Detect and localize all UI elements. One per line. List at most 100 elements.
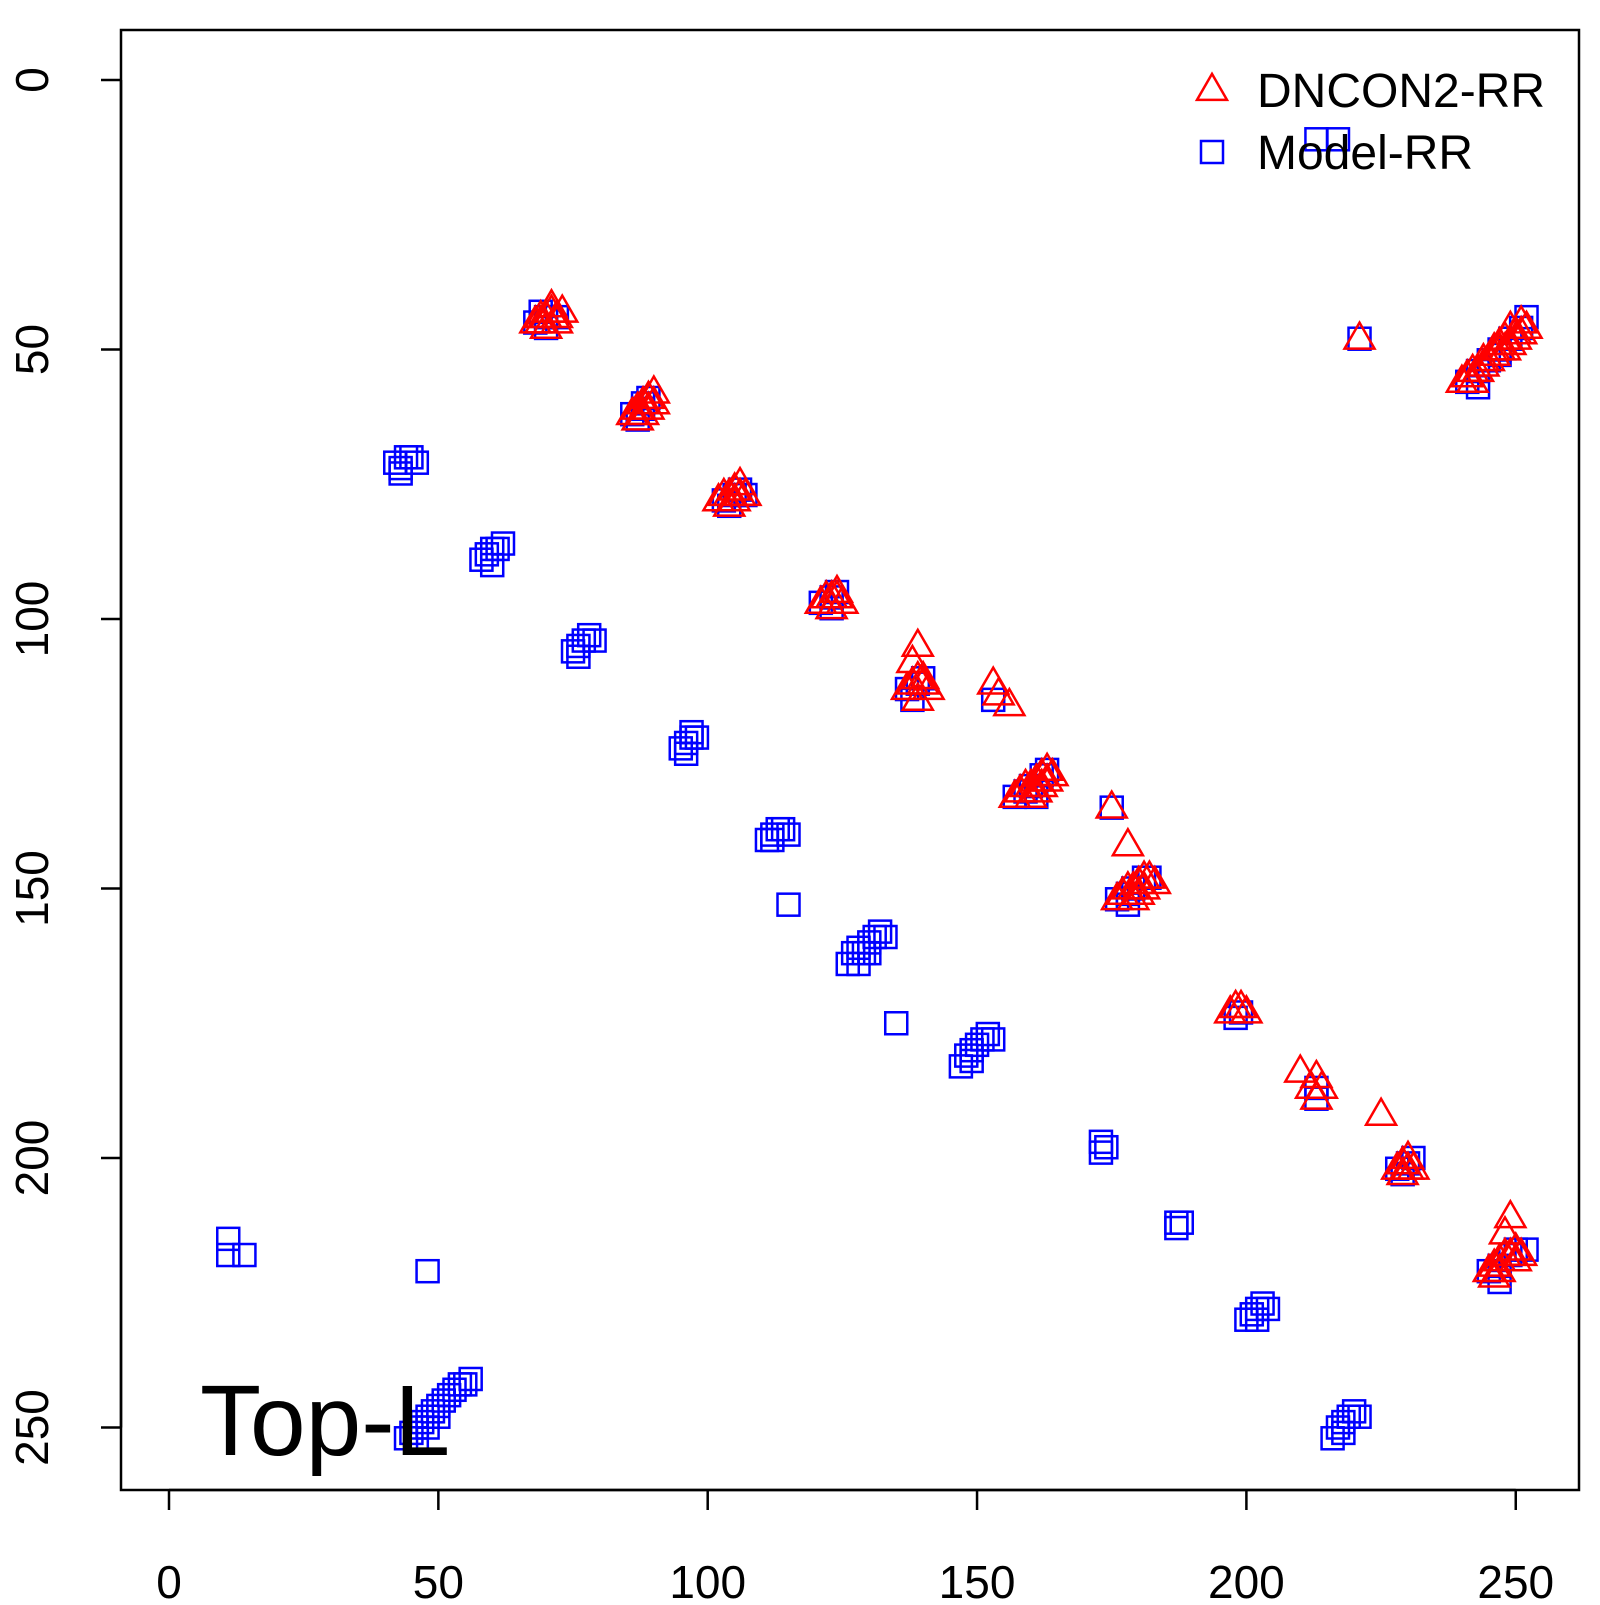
model-rr-point xyxy=(216,1226,241,1252)
y-tick-label: 250 xyxy=(6,1389,58,1466)
dncon2-rr-point xyxy=(717,481,752,512)
dncon2-rr-point xyxy=(1498,1231,1533,1261)
dncon2-rr-point xyxy=(528,309,564,340)
dncon2-rr-point xyxy=(895,643,930,674)
y-tick-label: 150 xyxy=(6,850,58,927)
dncon2-rr-point xyxy=(1342,320,1377,350)
dncon2-rr-point xyxy=(1466,347,1501,377)
dncon2-rr-point xyxy=(625,395,661,426)
dncon2-rr-point xyxy=(900,681,935,711)
dncon2-rr-point xyxy=(906,659,941,690)
model-rr-point xyxy=(883,1011,909,1036)
dncon2-rr-point xyxy=(523,303,558,334)
x-tick-label: 150 xyxy=(939,1556,1016,1600)
y-tick-label: 200 xyxy=(6,1120,58,1197)
model-rr-point xyxy=(404,1426,430,1451)
model-rr-point xyxy=(479,552,505,578)
dncon2-rr-point xyxy=(1450,357,1485,388)
dncon2-rr-point xyxy=(1126,869,1162,900)
model-rr-point xyxy=(1244,1307,1270,1332)
dncon2-rr-point xyxy=(1466,341,1501,372)
legend-label: DNCON2-RR xyxy=(1257,65,1545,118)
model-rr-point xyxy=(1164,1215,1189,1241)
dncon2-rr-point xyxy=(1498,1241,1533,1272)
dncon2-rr-point xyxy=(1024,767,1059,798)
legend-entry-dncon2-rr: DNCON2-RR xyxy=(1194,65,1545,118)
model-rr-point xyxy=(453,1372,478,1397)
x-tick-label: 50 xyxy=(413,1556,464,1600)
dncon2-rr-point xyxy=(1019,772,1054,803)
dncon2-rr-point xyxy=(1116,880,1151,911)
model-rr-point xyxy=(566,644,591,669)
dncon2-rr-point xyxy=(1121,875,1156,906)
model-rr-point xyxy=(1331,1420,1356,1446)
model-rr-point xyxy=(485,536,510,562)
model-rr-point xyxy=(388,461,413,486)
x-tick-label: 0 xyxy=(156,1556,182,1600)
data-points xyxy=(216,127,1544,1451)
dncon2-rr-point xyxy=(1493,309,1528,340)
series-dncon2-rr xyxy=(518,287,1544,1288)
y-tick-label: 50 xyxy=(6,324,58,375)
dncon2-rr-point xyxy=(1363,1096,1399,1126)
model-rr-point xyxy=(1250,1291,1275,1316)
dncon2-rr-point xyxy=(712,487,747,517)
model-rr-point xyxy=(980,1027,1006,1052)
model-rr-point xyxy=(1325,127,1351,152)
dncon2-rr-point xyxy=(1455,363,1490,393)
dncon2-rr-point xyxy=(1493,1198,1528,1229)
legend: DNCON2-RR Model-RR xyxy=(1194,65,1545,180)
model-rr-point xyxy=(232,1242,257,1268)
model-rr-point xyxy=(975,1021,1001,1047)
legend-square-icon xyxy=(1199,139,1225,165)
x-tick-label: 250 xyxy=(1477,1556,1554,1600)
dncon2-rr-point xyxy=(1477,1247,1512,1277)
dncon2-rr-point xyxy=(1503,1236,1539,1267)
model-rr-point xyxy=(415,1258,440,1284)
legend-triangle-icon xyxy=(1194,71,1230,102)
axes: 0 50 100 150 200 250 0 50 100 150 200 250 xyxy=(6,67,1554,1605)
model-rr-point xyxy=(857,940,882,966)
model-rr-point xyxy=(1094,1134,1119,1160)
x-tick-label: 200 xyxy=(1208,1556,1285,1600)
dncon2-rr-point xyxy=(900,627,935,658)
x-tick-label: 100 xyxy=(669,1556,746,1600)
dncon2-rr-point xyxy=(1013,778,1049,808)
dncon2-rr-point xyxy=(1283,1053,1318,1083)
dncon2-rr-point xyxy=(1094,789,1129,819)
model-rr-point xyxy=(959,1048,984,1074)
model-rr-point xyxy=(1088,1140,1114,1165)
dncon2-rr-point xyxy=(722,476,758,507)
model-rr-point xyxy=(216,1242,241,1268)
dncon2-rr-point xyxy=(1482,325,1517,356)
dncon2-rr-point xyxy=(1385,1155,1420,1186)
legend-entry-model-rr: Model-RR xyxy=(1199,127,1473,180)
dncon2-rr-point xyxy=(1477,330,1512,361)
legend-label: Model-RR xyxy=(1257,127,1473,180)
model-rr-point xyxy=(1169,1210,1195,1235)
dncon2-rr-point xyxy=(636,374,671,404)
model-rr-point xyxy=(776,822,801,847)
dncon2-rr-point xyxy=(889,670,925,701)
dncon2-rr-point xyxy=(631,390,666,420)
dncon2-rr-point xyxy=(992,686,1027,717)
dncon2-rr-point xyxy=(1482,1252,1517,1283)
dncon2-rr-point xyxy=(1477,1257,1512,1288)
model-rr-point xyxy=(760,827,785,853)
y-tick-label: 100 xyxy=(6,581,58,658)
dncon2-rr-point xyxy=(620,400,655,431)
dncon2-rr-point xyxy=(819,578,855,609)
model-rr-point xyxy=(1347,1404,1372,1429)
dncon2-rr-point xyxy=(981,675,1016,706)
dncon2-rr-point xyxy=(1029,762,1065,792)
dncon2-rr-point xyxy=(1390,1150,1426,1180)
dncon2-rr-point xyxy=(1229,993,1264,1024)
dncon2-rr-point xyxy=(1487,1214,1523,1245)
model-rr-point xyxy=(873,924,898,950)
model-rr-point xyxy=(776,892,801,917)
dncon2-rr-point xyxy=(1035,756,1070,787)
y-tick-label: 0 xyxy=(6,67,58,93)
